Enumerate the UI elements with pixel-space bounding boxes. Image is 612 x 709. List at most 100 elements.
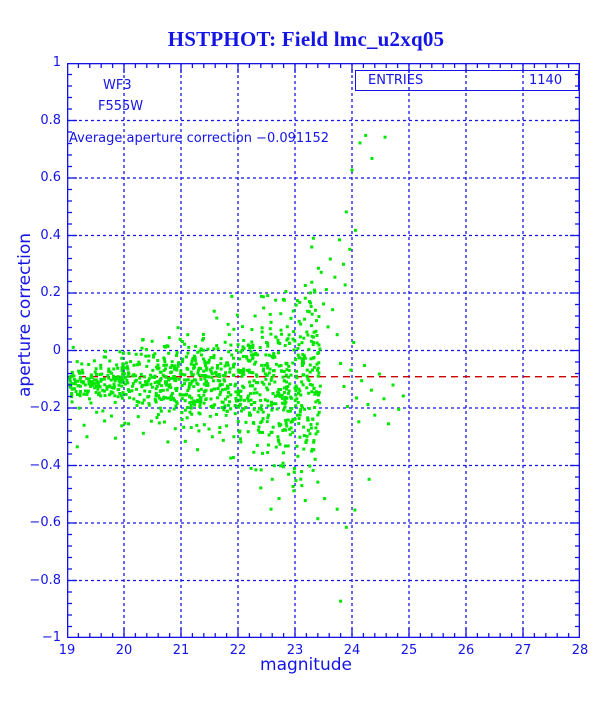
data-point bbox=[284, 385, 288, 389]
data-point-outlier bbox=[261, 430, 265, 434]
data-point bbox=[105, 385, 109, 389]
data-point bbox=[181, 357, 185, 361]
data-point bbox=[249, 398, 253, 402]
data-point bbox=[75, 360, 79, 364]
data-point bbox=[94, 384, 98, 388]
data-point bbox=[306, 418, 310, 422]
data-point bbox=[208, 368, 212, 372]
data-point bbox=[224, 413, 228, 417]
data-point bbox=[147, 377, 151, 381]
data-point bbox=[278, 394, 282, 398]
data-point bbox=[162, 363, 166, 367]
data-point bbox=[302, 336, 306, 340]
data-point bbox=[186, 351, 190, 355]
data-point bbox=[135, 404, 139, 408]
data-point bbox=[306, 428, 310, 432]
data-point-outlier bbox=[370, 156, 374, 160]
data-point bbox=[79, 390, 83, 393]
data-point bbox=[118, 380, 122, 384]
data-point-outlier bbox=[202, 423, 206, 427]
data-point bbox=[261, 410, 265, 414]
data-point bbox=[138, 393, 142, 396]
data-point bbox=[98, 372, 102, 376]
data-point bbox=[285, 325, 289, 329]
data-point bbox=[238, 437, 242, 441]
data-point bbox=[167, 409, 171, 413]
data-point bbox=[237, 389, 241, 393]
data-point-outlier bbox=[103, 419, 107, 423]
data-point bbox=[279, 388, 282, 391]
data-point bbox=[289, 426, 293, 430]
data-point bbox=[239, 395, 243, 399]
data-point bbox=[107, 376, 111, 380]
data-point-outlier bbox=[383, 135, 387, 139]
data-point bbox=[311, 468, 315, 472]
data-point-outlier bbox=[255, 443, 259, 447]
data-point-outlier bbox=[316, 430, 320, 434]
data-point bbox=[153, 381, 157, 385]
data-point bbox=[112, 382, 116, 386]
data-point bbox=[155, 416, 159, 420]
data-point bbox=[260, 363, 264, 367]
data-point bbox=[97, 393, 101, 397]
data-point bbox=[274, 445, 278, 449]
data-point bbox=[153, 397, 157, 401]
data-point bbox=[101, 388, 105, 392]
data-point bbox=[257, 425, 261, 429]
data-point bbox=[282, 386, 286, 390]
data-point bbox=[287, 364, 291, 368]
data-point bbox=[186, 367, 190, 371]
data-point bbox=[70, 387, 74, 391]
data-point bbox=[94, 367, 98, 371]
data-point bbox=[204, 364, 208, 368]
data-point bbox=[144, 347, 148, 351]
data-point bbox=[118, 350, 122, 354]
data-point bbox=[202, 393, 206, 397]
data-point bbox=[221, 373, 225, 377]
data-point bbox=[78, 392, 82, 396]
data-point bbox=[93, 381, 97, 385]
data-point-outlier bbox=[377, 372, 381, 376]
data-point bbox=[106, 373, 110, 377]
data-point bbox=[78, 371, 82, 375]
data-point bbox=[201, 338, 205, 342]
data-point bbox=[101, 409, 105, 413]
data-point bbox=[124, 392, 128, 396]
data-point bbox=[292, 467, 296, 471]
data-point bbox=[121, 372, 125, 376]
data-point-outlier bbox=[286, 444, 290, 448]
data-point bbox=[261, 451, 265, 455]
y-axis-tick-label: 0.6 bbox=[40, 170, 61, 185]
data-point-outlier bbox=[270, 477, 274, 481]
x-axis-tick-label: 26 bbox=[457, 643, 475, 658]
data-point-outlier bbox=[244, 420, 248, 424]
data-point-outlier bbox=[367, 477, 371, 481]
data-point bbox=[303, 407, 307, 411]
data-point bbox=[316, 374, 320, 378]
data-point bbox=[202, 369, 206, 373]
data-point bbox=[286, 418, 290, 422]
data-point bbox=[197, 393, 201, 397]
data-point bbox=[274, 335, 278, 339]
data-point-outlier bbox=[281, 461, 285, 465]
chart-plot-area[interactable] bbox=[67, 63, 580, 638]
data-point bbox=[279, 364, 283, 368]
data-point bbox=[147, 402, 151, 406]
data-point-outlier bbox=[324, 288, 328, 292]
data-point bbox=[277, 388, 281, 392]
data-point bbox=[265, 420, 269, 424]
data-point bbox=[291, 417, 295, 421]
data-point bbox=[109, 378, 113, 382]
data-point bbox=[225, 409, 229, 413]
data-point-outlier bbox=[266, 451, 270, 455]
data-point bbox=[121, 391, 125, 395]
data-point bbox=[314, 400, 318, 404]
data-point bbox=[216, 396, 220, 400]
data-point bbox=[192, 356, 196, 360]
data-point bbox=[251, 371, 255, 375]
data-point bbox=[70, 400, 74, 404]
data-point bbox=[252, 421, 256, 425]
data-point bbox=[266, 366, 270, 370]
data-point-outlier bbox=[149, 419, 153, 423]
data-point-outlier bbox=[231, 455, 235, 459]
